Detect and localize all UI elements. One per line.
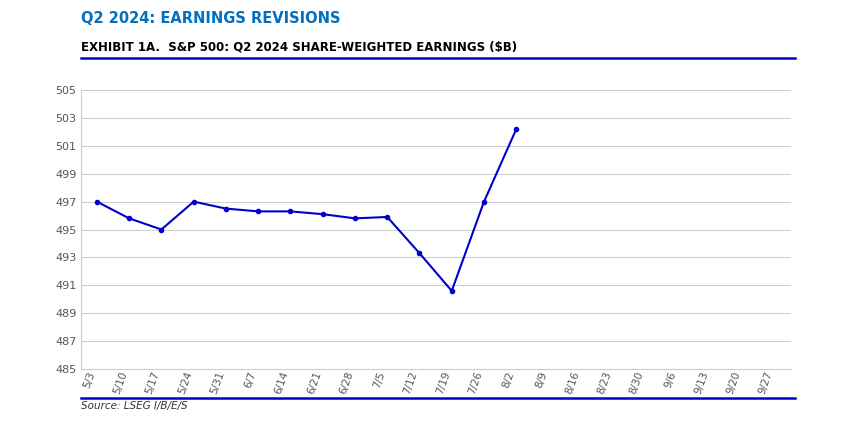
Text: Source: LSEG I/B/E/S: Source: LSEG I/B/E/S <box>81 401 187 411</box>
Text: EXHIBIT 1A.  S&P 500: Q2 2024 SHARE-WEIGHTED EARNINGS ($B): EXHIBIT 1A. S&P 500: Q2 2024 SHARE-WEIGH… <box>81 41 517 54</box>
Text: Q2 2024: EARNINGS REVISIONS: Q2 2024: EARNINGS REVISIONS <box>81 11 340 26</box>
